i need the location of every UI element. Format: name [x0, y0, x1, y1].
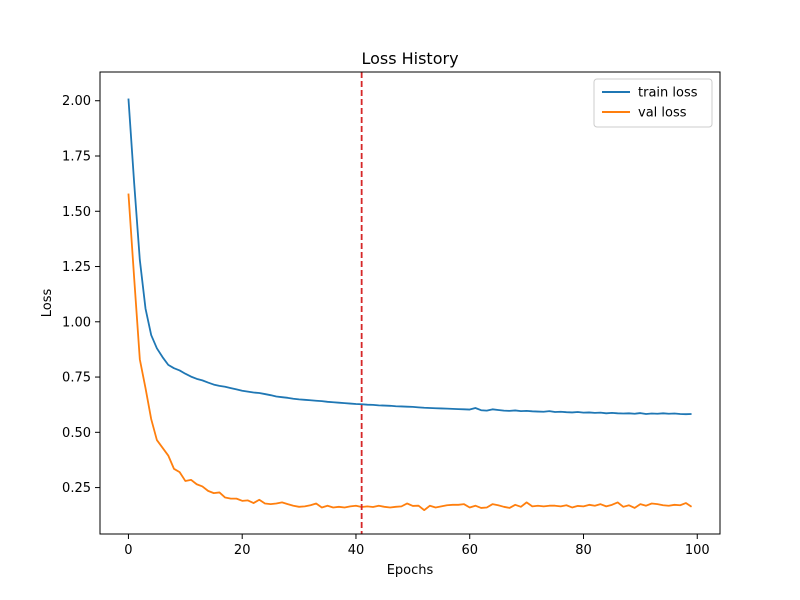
- y-tick-label: 0.75: [62, 371, 91, 386]
- legend: train loss val loss: [593, 78, 713, 128]
- x-tick-label: 20: [234, 543, 251, 558]
- y-tick-label: 2.00: [62, 94, 91, 109]
- legend-label-val-loss: val loss: [638, 106, 687, 121]
- y-tick-label: 1.75: [62, 150, 91, 165]
- series-line-val-loss: [127, 193, 693, 512]
- x-tick-label: 0: [124, 543, 132, 558]
- y-tick-label: 1.00: [62, 315, 91, 330]
- x-axis-label: Epochs: [387, 563, 434, 578]
- x-tick-label: 80: [575, 543, 592, 558]
- plot-area: [127, 72, 693, 534]
- x-tick-label: 40: [348, 543, 365, 558]
- axes-frame: [99, 71, 721, 535]
- y-axis-label: Loss: [40, 289, 55, 318]
- x-tick-label: 60: [461, 543, 478, 558]
- x-axis-ticks: 0 20 40 60 80 100: [124, 534, 710, 558]
- series-line-train-loss: [127, 98, 692, 416]
- y-tick-label: 0.50: [62, 426, 91, 441]
- y-axis-ticks: 0.25 0.50 0.75 1.00 1.25 1.50 1.75 2.00: [62, 94, 100, 496]
- y-tick-label: 1.50: [62, 205, 91, 220]
- y-tick-label: 0.25: [62, 481, 91, 496]
- legend-label-train-loss: train loss: [638, 86, 698, 101]
- chart-title: Loss History: [361, 49, 458, 68]
- x-tick-label: 100: [685, 543, 710, 558]
- y-tick-label: 1.25: [62, 260, 91, 275]
